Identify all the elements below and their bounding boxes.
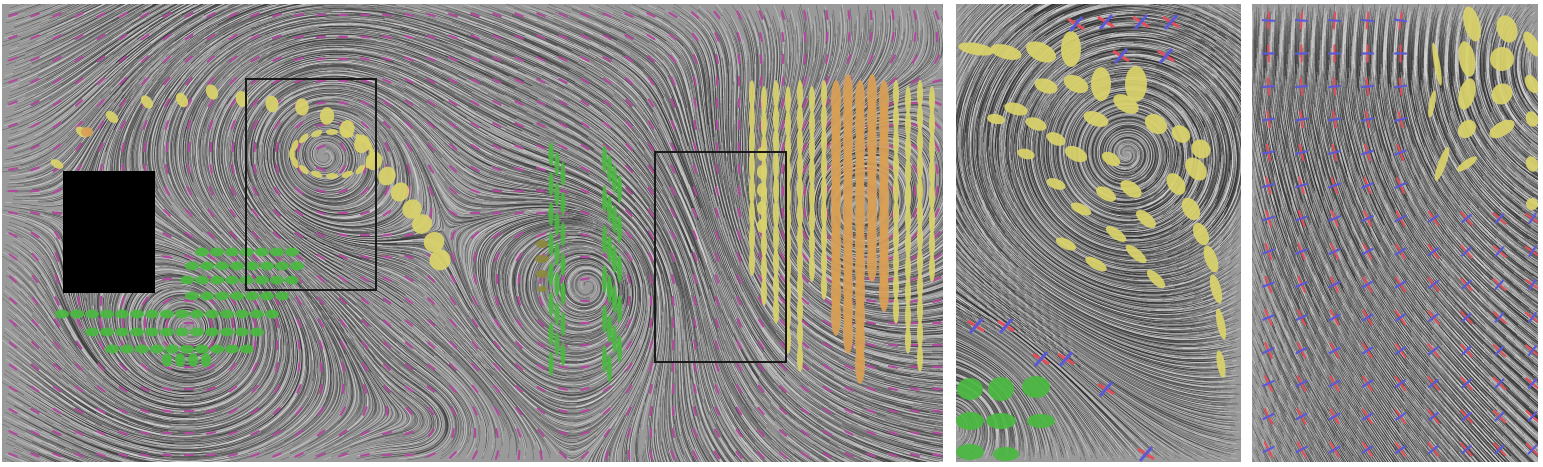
main-flow-panel — [2, 4, 943, 462]
main-flow-svg — [2, 4, 943, 462]
streamline — [942, 5, 943, 16]
